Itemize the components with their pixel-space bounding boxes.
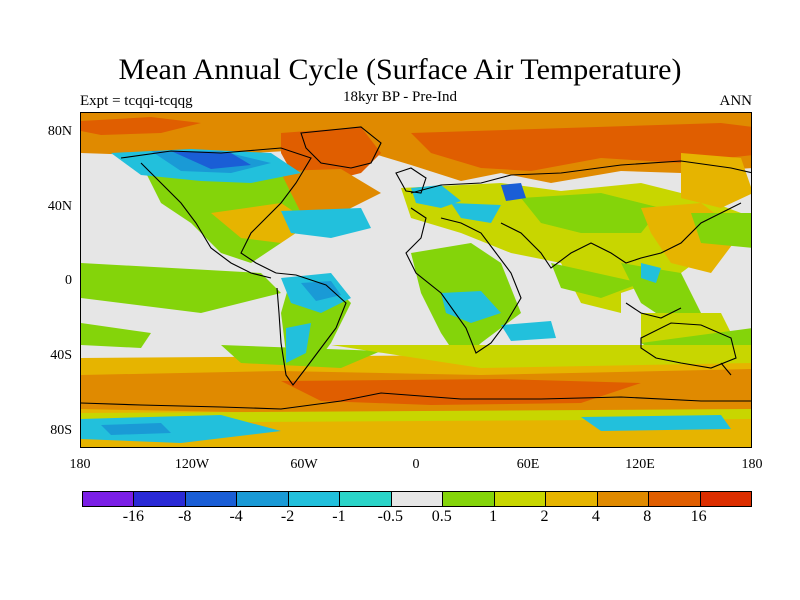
colorbar-label: -2: [280, 508, 295, 525]
lat-label-0: 0: [65, 273, 72, 288]
lon-label-60e: 60E: [516, 457, 540, 472]
lon-label-120e: 120E: [625, 457, 655, 472]
colorbar-label: 1: [489, 508, 498, 525]
lat-label-40n: 40N: [47, 199, 72, 214]
lat-label-80n: 80N: [47, 124, 72, 139]
colorbar-swatch-7: [443, 492, 495, 506]
colorbar: [82, 491, 752, 507]
map-title: Mean Annual Cycle (Surface Air Temperatu…: [118, 53, 682, 86]
temperature-anomaly-map: [81, 113, 751, 447]
colorbar-swatch-3: [237, 492, 289, 506]
lon-label-180w: 180: [69, 457, 91, 472]
colorbar-swatch-0: [83, 492, 135, 506]
colorbar-label: 8: [643, 508, 652, 525]
colorbar-label: 2: [540, 508, 549, 525]
cooling-regions: [81, 149, 731, 443]
colorbar-label: 16: [690, 508, 707, 525]
colorbar-swatch-11: [649, 492, 701, 506]
colorbar-swatch-6: [391, 492, 444, 506]
lon-label-0: 0: [412, 457, 420, 472]
colorbar-swatch-1: [134, 492, 186, 506]
colorbar-swatch-5: [340, 492, 392, 506]
colorbar-label: -4: [229, 508, 243, 525]
colorbar-label: -1: [332, 508, 346, 525]
season-label: ANN: [719, 93, 753, 109]
experiment-label: Expt = tcqqi-tcqqg: [80, 93, 193, 109]
colorbar-label: -16: [122, 508, 145, 525]
lat-label-80s: 80S: [50, 423, 72, 438]
colorbar-swatch-12: [700, 492, 752, 506]
colorbar-label: 0.5: [431, 508, 452, 525]
map-plot-area: [80, 112, 752, 448]
colorbar-label: -8: [178, 508, 192, 525]
colorbar-swatch-8: [494, 492, 547, 506]
lon-label-120w: 120W: [174, 457, 210, 472]
period-label: 18kyr BP - Pre-Ind: [342, 89, 458, 105]
colorbar-swatch-2: [185, 492, 238, 506]
lat-label-40s: 40S: [50, 348, 72, 363]
colorbar-swatch-9: [546, 492, 598, 506]
coastlines: [81, 126, 751, 410]
colorbar-label: 4: [591, 508, 600, 525]
lon-label-60w: 60W: [290, 457, 318, 472]
lon-label-180e: 180: [741, 457, 763, 472]
colorbar-swatch-10: [597, 492, 650, 506]
colorbar-swatch-4: [288, 492, 341, 506]
colorbar-label: -0.5: [377, 508, 403, 525]
